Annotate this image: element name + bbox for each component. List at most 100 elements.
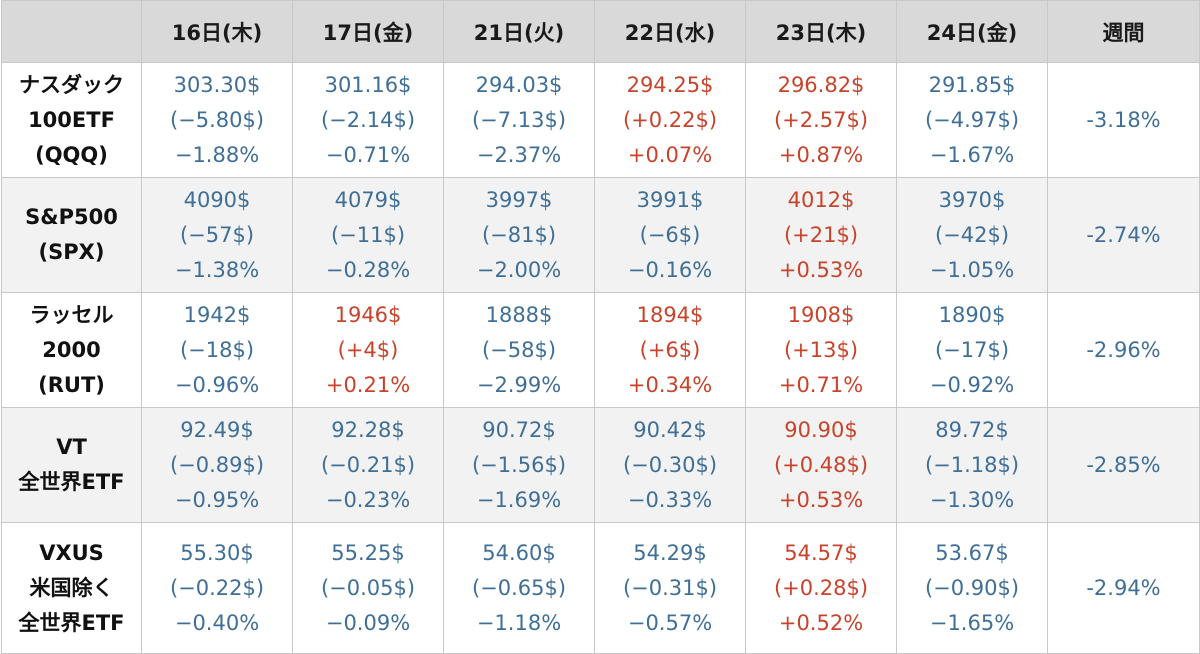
- price-value: 294.25$: [626, 72, 714, 97]
- data-cell: 1894$ (+6$) +0.34%: [594, 292, 746, 408]
- header-row: 16日(木) 17日(金) 21日(火) 22日(水) 23日(木) 24日(金…: [1, 0, 1200, 63]
- data-cell: 301.16$ (−2.14$) −0.71%: [292, 62, 444, 178]
- percent-value: −1.30%: [929, 487, 1015, 512]
- data-cell: 294.03$ (−7.13$) −2.37%: [443, 62, 595, 178]
- data-cell: 92.28$ (−0.21$) −0.23%: [292, 407, 444, 523]
- percent-value: −0.16%: [627, 257, 713, 282]
- weekly-change-cell: -3.18%: [1047, 62, 1200, 178]
- change-value: (−1.18$): [924, 452, 1020, 477]
- percent-value: −0.23%: [325, 487, 411, 512]
- change-value: (−17$): [934, 337, 1010, 362]
- price-value: 294.03$: [475, 72, 563, 97]
- price-value: 90.72$: [482, 417, 556, 442]
- data-cell: 90.72$ (−1.56$) −1.69%: [443, 407, 595, 523]
- change-value: (+2.57$): [773, 107, 869, 132]
- row-label-line: 全世界ETF: [18, 610, 125, 635]
- data-cell: 1942$ (−18$) −0.96%: [141, 292, 293, 408]
- percent-value: −2.00%: [476, 257, 562, 282]
- percent-value: −0.33%: [627, 487, 713, 512]
- row-label: VT 全世界ETF: [1, 407, 142, 523]
- table-body: ナスダック 100ETF (QQQ) 303.30$ (−5.80$) −1.8…: [1, 62, 1200, 654]
- data-cell: 54.57$ (+0.28$) +0.52%: [745, 522, 897, 654]
- change-value: (−0.89$): [169, 452, 265, 477]
- price-value: 303.30$: [173, 72, 261, 97]
- change-value: (+21$): [783, 222, 859, 247]
- row-label-line: (SPX): [38, 240, 105, 264]
- change-value: (−81$): [481, 222, 557, 247]
- change-value: (−4.97$): [924, 107, 1020, 132]
- price-value: 3991$: [636, 187, 704, 212]
- change-value: (−2.14$): [320, 107, 416, 132]
- row-label-line: 2000: [42, 337, 101, 362]
- percent-value: −0.09%: [325, 610, 411, 635]
- data-cell: 54.29$ (−0.31$) −0.57%: [594, 522, 746, 654]
- price-value: 1946$: [334, 302, 402, 327]
- table-row-vt: VT 全世界ETF 92.49$ (−0.89$) −0.95% 92.28$ …: [1, 407, 1200, 523]
- price-value: 55.30$: [180, 540, 254, 565]
- percent-value: −0.28%: [325, 257, 411, 282]
- weekly-change-cell: -2.96%: [1047, 292, 1200, 408]
- table-header: 16日(木) 17日(金) 21日(火) 22日(水) 23日(木) 24日(金…: [1, 0, 1200, 63]
- header-day-23: 23日(木): [745, 0, 897, 63]
- percent-value: −0.71%: [325, 142, 411, 167]
- percent-value: −0.57%: [627, 610, 713, 635]
- table-row-vxus: VXUS 米国除く 全世界ETF 55.30$ (−0.22$) −0.40% …: [1, 522, 1200, 654]
- row-label-line: S&P500: [25, 205, 118, 229]
- percent-value: −1.88%: [174, 142, 260, 167]
- data-cell: 3997$ (−81$) −2.00%: [443, 177, 595, 293]
- price-value: 301.16$: [324, 72, 412, 97]
- change-value: (+0.22$): [622, 107, 718, 132]
- change-value: (−42$): [934, 222, 1010, 247]
- row-label-line: (QQQ): [35, 142, 108, 167]
- data-cell: 55.25$ (−0.05$) −0.09%: [292, 522, 444, 654]
- percent-value: +0.07%: [627, 142, 713, 167]
- table-row-qqq: ナスダック 100ETF (QQQ) 303.30$ (−5.80$) −1.8…: [1, 62, 1200, 178]
- row-label-line: VT: [56, 435, 87, 459]
- percent-value: −0.95%: [174, 487, 260, 512]
- percent-value: +0.21%: [325, 372, 411, 397]
- change-value: (+0.28$): [773, 575, 869, 600]
- change-value: (−6$): [639, 222, 701, 247]
- percent-value: −2.37%: [476, 142, 562, 167]
- header-day-22: 22日(水): [594, 0, 746, 63]
- row-label-line: 米国除く: [29, 575, 114, 600]
- row-label: ラッセル 2000 (RUT): [1, 292, 142, 408]
- header-day-24: 24日(金): [896, 0, 1048, 63]
- data-cell: 92.49$ (−0.89$) −0.95%: [141, 407, 293, 523]
- data-cell: 294.25$ (+0.22$) +0.07%: [594, 62, 746, 178]
- price-value: 4090$: [183, 187, 251, 212]
- price-value: 1894$: [636, 302, 704, 327]
- percent-value: −1.18%: [476, 610, 562, 635]
- data-cell: 54.60$ (−0.65$) −1.18%: [443, 522, 595, 654]
- row-label-line: 全世界ETF: [18, 470, 125, 494]
- price-value: 55.25$: [331, 540, 405, 565]
- weekly-change-cell: -2.94%: [1047, 522, 1200, 654]
- price-value: 1908$: [787, 302, 855, 327]
- data-cell: 53.67$ (−0.90$) −1.65%: [896, 522, 1048, 654]
- price-value: 291.85$: [928, 72, 1016, 97]
- weekly-change-cell: -2.74%: [1047, 177, 1200, 293]
- data-cell: 90.90$ (+0.48$) +0.53%: [745, 407, 897, 523]
- price-value: 296.82$: [777, 72, 865, 97]
- row-label: ナスダック 100ETF (QQQ): [1, 62, 142, 178]
- change-value: (−0.65$): [471, 575, 567, 600]
- price-value: 53.67$: [935, 540, 1009, 565]
- row-label-line: VXUS: [39, 540, 104, 565]
- data-cell: 296.82$ (+2.57$) +0.87%: [745, 62, 897, 178]
- change-value: (−7.13$): [471, 107, 567, 132]
- change-value: (+4$): [337, 337, 399, 362]
- change-value: (+13$): [783, 337, 859, 362]
- percent-value: −2.99%: [476, 372, 562, 397]
- change-value: (−1.56$): [471, 452, 567, 477]
- percent-value: −0.40%: [174, 610, 260, 635]
- percent-value: +0.53%: [778, 257, 864, 282]
- data-cell: 4012$ (+21$) +0.53%: [745, 177, 897, 293]
- data-cell: 1888$ (−58$) −2.99%: [443, 292, 595, 408]
- change-value: (−11$): [330, 222, 406, 247]
- row-label-line: ナスダック: [19, 72, 124, 97]
- data-cell: 291.85$ (−4.97$) −1.67%: [896, 62, 1048, 178]
- percent-value: +0.71%: [778, 372, 864, 397]
- data-cell: 1908$ (+13$) +0.71%: [745, 292, 897, 408]
- data-cell: 3991$ (−6$) −0.16%: [594, 177, 746, 293]
